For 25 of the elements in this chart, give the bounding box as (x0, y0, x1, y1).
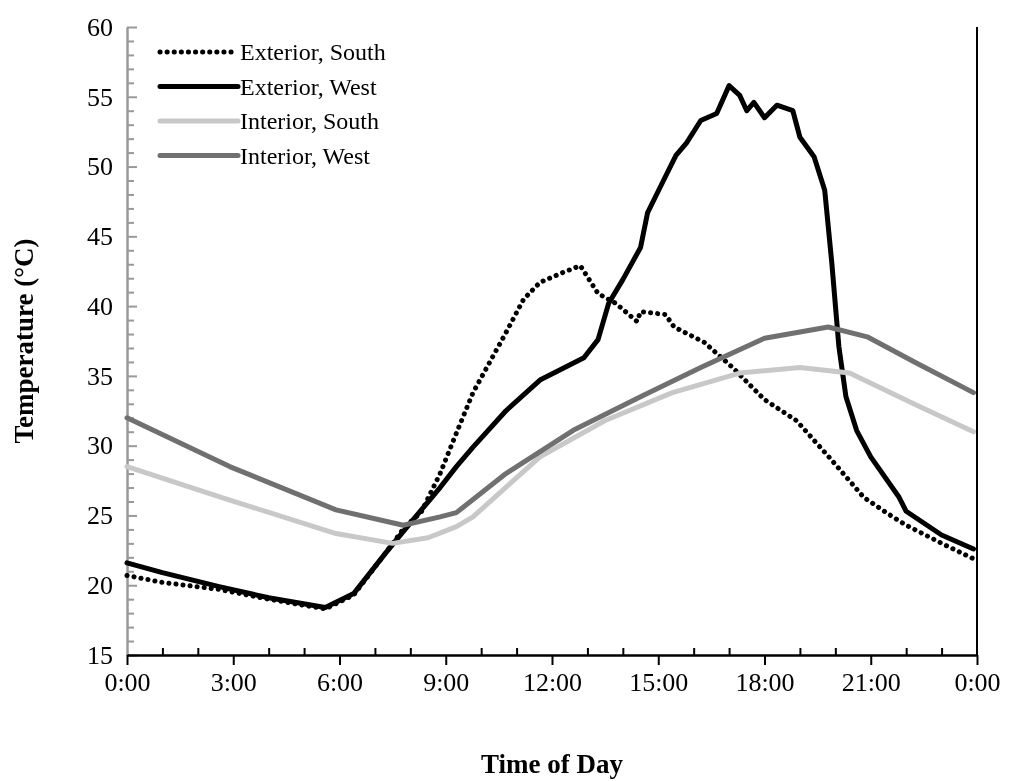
y-tick-label: 30 (87, 431, 113, 461)
y-tick-label: 25 (87, 501, 113, 531)
y-tick-label: 50 (87, 152, 113, 182)
x-tick-label: 6:00 (316, 668, 364, 698)
y-axis-title: Temperature (°C) (9, 238, 39, 444)
x-tick-label: 0:00 (104, 668, 151, 698)
y-tick-label: 40 (87, 291, 113, 321)
x-axis-title: Time of Day (481, 749, 624, 779)
x-tick-label: 9:00 (423, 668, 470, 698)
x-tick-label: 18:00 (735, 668, 795, 698)
y-tick-label: 55 (87, 82, 113, 112)
x-tick-label: 3:00 (210, 668, 257, 698)
y-tick-label: 60 (87, 12, 113, 42)
y-tick-label: 45 (87, 222, 113, 252)
x-tick-label: 15:00 (629, 668, 689, 698)
x-tick-label: 12:00 (522, 668, 583, 698)
legend-label: Interior, West (240, 142, 371, 169)
y-tick-label: 15 (87, 640, 113, 670)
legend-label: Exterior, West (240, 73, 377, 100)
x-tick-label: 21:00 (841, 668, 901, 698)
y-tick-label: 20 (87, 571, 113, 601)
x-tick-label: 0:00 (954, 668, 1001, 698)
legend-label: Exterior, South (240, 39, 386, 65)
y-tick-label: 35 (87, 361, 113, 391)
legend-label: Interior, South (240, 108, 380, 134)
